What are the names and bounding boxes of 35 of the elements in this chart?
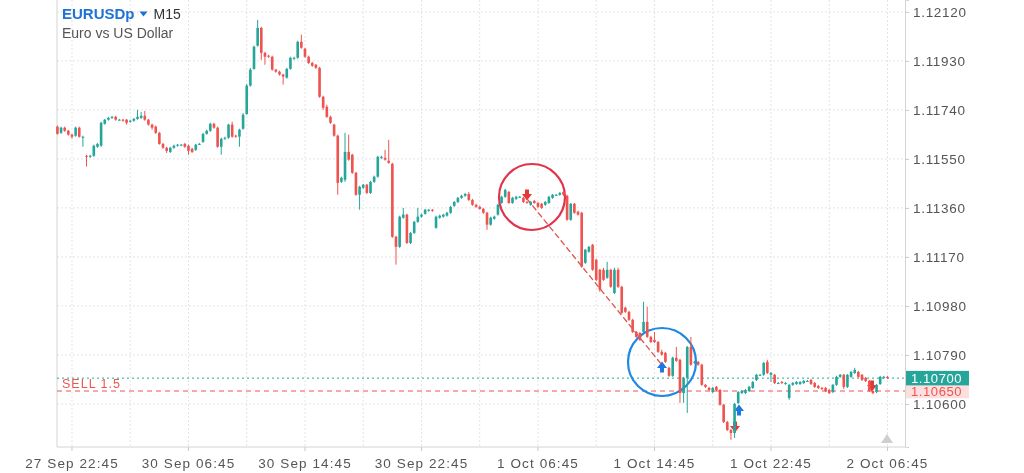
candlestick (613, 267, 616, 295)
x-tick-label: 30 Sep 06:45 (141, 455, 236, 471)
y-tick-label: 1.10980 (913, 298, 967, 314)
candlestick (645, 306, 649, 339)
x-tick-label: 2 Oct 06:45 (846, 455, 929, 471)
x-tick-label: 1 Oct 14:45 (613, 455, 696, 471)
candlestick (216, 126, 219, 149)
y-tick-label: 1.11170 (913, 249, 965, 265)
candlestick (609, 268, 613, 289)
candlestick (296, 40, 300, 60)
x-tick-label: 30 Sep 14:45 (258, 455, 352, 471)
candlestick (249, 67, 252, 88)
y-tick-label: 1.11360 (913, 200, 966, 216)
y-tick-label: 1.11930 (913, 53, 966, 69)
x-tick-label: 1 Oct 06:45 (497, 455, 579, 471)
y-tick-label: 1.11550 (913, 151, 966, 167)
chart-title: EURUSDp (62, 5, 135, 22)
candlestick (256, 19, 259, 48)
ref-line-label: SELL 1.5 (62, 376, 121, 391)
candlestick (387, 139, 391, 165)
annotation: M15 (153, 6, 181, 22)
text: 1.10700 (911, 370, 963, 386)
candlestick (238, 128, 241, 148)
x-tick-label: 30 Sep 22:45 (374, 455, 469, 471)
text: 1.10650 (911, 383, 963, 399)
text: Euro vs US Dollar (62, 25, 174, 41)
candlestick (358, 185, 361, 211)
y-tick-label: 1.10790 (913, 347, 967, 363)
candlestick (642, 301, 645, 334)
candlestick (85, 154, 88, 168)
x-tick-label: 27 Sep 22:45 (25, 455, 119, 471)
y-tick-label: 1.12120 (913, 4, 967, 20)
y-tick-label: 1.11740 (913, 102, 966, 118)
x-tick-label: 1 Oct 22:45 (730, 455, 812, 471)
y-tick-label: 1.10600 (913, 396, 967, 412)
